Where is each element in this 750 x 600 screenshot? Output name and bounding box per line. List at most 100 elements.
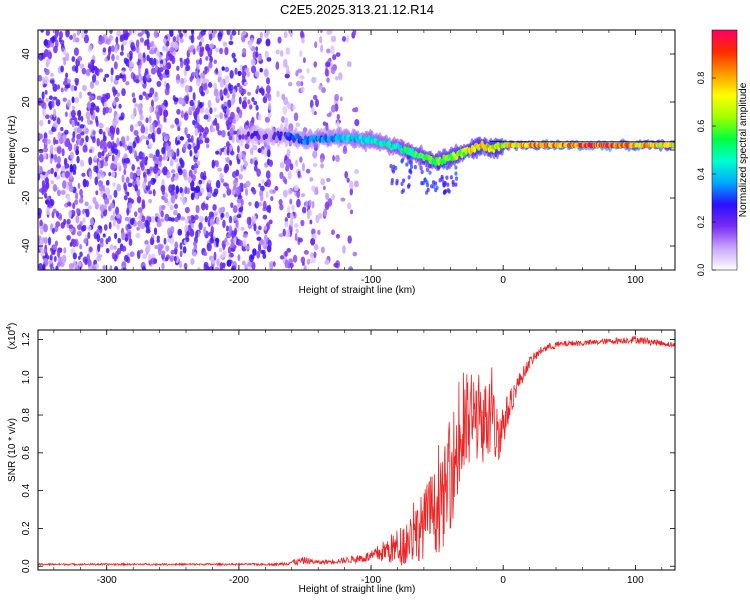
spectrogram-speckle <box>220 178 225 183</box>
spectrogram-speckle <box>161 187 166 196</box>
spectrogram-speckle <box>99 237 104 243</box>
spectrogram-speckle <box>330 35 337 43</box>
spectrogram-speckle <box>232 205 238 214</box>
spectrogram-speckle <box>111 45 115 52</box>
spectrogram-speckle <box>256 168 261 177</box>
spectrogram-speckle <box>179 32 183 39</box>
spectrogram-speckle <box>278 233 284 238</box>
spectrogram-speckle <box>74 96 79 104</box>
spectrogram-speckle <box>247 261 253 267</box>
spectrogram-speckle <box>165 134 170 140</box>
ridge-tail <box>400 159 404 164</box>
spectrogram-speckle <box>163 237 167 245</box>
spectrogram-speckle <box>38 74 43 82</box>
spectrogram-speckle <box>222 219 226 229</box>
spectrogram-speckle <box>94 201 99 210</box>
spectrogram-speckle <box>191 165 195 171</box>
spectrogram-speckle <box>87 63 93 69</box>
spectrogram-speckle <box>249 104 253 110</box>
spectrogram-speckle <box>169 55 174 62</box>
snr-y-axis: 0.0 0.2 0.4 0.6 0.8 1.0 1.2 <box>21 332 675 573</box>
spectrogram-speckle <box>134 123 139 128</box>
spectrogram-speckle <box>265 38 271 47</box>
spectrogram-speckle <box>174 42 179 51</box>
spectrogram-speckle <box>272 261 276 267</box>
spectrogram-speckle <box>199 46 205 53</box>
spectrogram-speckle <box>221 66 225 71</box>
snr-scale-close: ) <box>7 323 18 326</box>
spectrogram-speckle <box>156 69 162 74</box>
spectrogram-speckle <box>82 144 88 153</box>
spectrogram-speckle <box>158 154 163 162</box>
spectrogram-speckle <box>354 168 359 175</box>
spectrogram-speckle <box>72 202 76 210</box>
ridge-tail <box>434 187 438 193</box>
spectrogram-speckle <box>103 203 107 210</box>
spectrogram-speckle <box>50 72 54 77</box>
spectrogram-speckle <box>105 127 110 132</box>
spectrogram-speckle <box>247 99 251 105</box>
spectrogram-speckle <box>163 99 168 107</box>
spectrogram-speckle <box>43 152 47 158</box>
spectrogram-speckle <box>240 226 245 231</box>
y-tick-label: 1.2 <box>21 332 32 346</box>
spectrogram-speckle <box>67 78 72 84</box>
spectrogram-speckle <box>204 78 210 83</box>
ridge-core <box>279 131 283 137</box>
spectrogram-speckle <box>266 57 272 62</box>
spectrogram-speckle <box>87 101 91 111</box>
spectrogram-speckle <box>123 162 128 170</box>
spectrogram-speckle <box>80 115 84 122</box>
spectrogram-speckle <box>183 262 188 270</box>
spectrogram-speckle <box>289 218 294 227</box>
spectrogram-speckle <box>346 35 350 43</box>
spectrogram-speckle <box>98 68 103 73</box>
spectrogram-speckle <box>174 117 180 125</box>
spectrogram-speckle <box>43 76 49 85</box>
spectrogram-speckle <box>177 126 181 132</box>
spectrogram-speckle <box>71 120 75 128</box>
spectrogram-speckle <box>138 94 143 101</box>
spectrogram-speckle <box>168 184 174 194</box>
spectrogram-speckle <box>240 198 244 206</box>
spectrogram-speckle <box>47 138 51 145</box>
spectrogram-speckle <box>112 99 116 107</box>
spectrogram-speckle <box>213 59 217 64</box>
spectrogram-speckle <box>191 216 196 224</box>
spectrogram-speckle <box>74 77 80 84</box>
spectrogram-speckle <box>100 96 105 104</box>
spectrogram-speckle <box>136 195 142 204</box>
spectrogram-speckle <box>202 175 207 181</box>
spectrogram-speckle <box>215 180 221 189</box>
spectrogram-speckle <box>38 262 44 270</box>
spectrogram-speckle <box>135 39 140 48</box>
spectrogram-speckle <box>295 159 298 167</box>
spectrogram-speckle <box>242 154 246 163</box>
spectrogram-speckle <box>134 211 138 218</box>
spectrogram-speckle <box>45 207 51 215</box>
spectrogram-speckle <box>228 252 234 258</box>
spectrogram-speckle <box>101 150 105 157</box>
spectrogram-speckle <box>306 258 311 265</box>
spectrogram-speckle <box>110 75 114 83</box>
spectrogram-speckle <box>287 170 292 180</box>
spectrogram-speckle <box>206 179 212 184</box>
spectrogram-speckle <box>326 112 332 118</box>
spectrogram-speckle <box>113 119 119 125</box>
spectrogram-speckle <box>49 144 54 152</box>
spectrogram-speckle <box>149 105 154 114</box>
spectrogram-speckle <box>129 251 135 257</box>
x-tick-label: -100 <box>361 275 381 286</box>
ridge-tail <box>454 171 458 176</box>
spectrogram-speckle <box>192 241 197 247</box>
spectrogram-speckle <box>243 81 249 86</box>
spectrogram-speckle <box>176 108 181 115</box>
spectrogram-speckle <box>231 52 236 59</box>
spectrogram-speckle <box>176 65 180 71</box>
spectrogram-speckle <box>53 108 57 118</box>
spectrogram-speckle <box>215 216 220 225</box>
spectrogram-speckle <box>53 45 58 54</box>
spectrogram-speckle <box>346 61 352 68</box>
spectrogram-speckle <box>145 74 151 79</box>
spectrogram-speckle <box>223 88 228 96</box>
